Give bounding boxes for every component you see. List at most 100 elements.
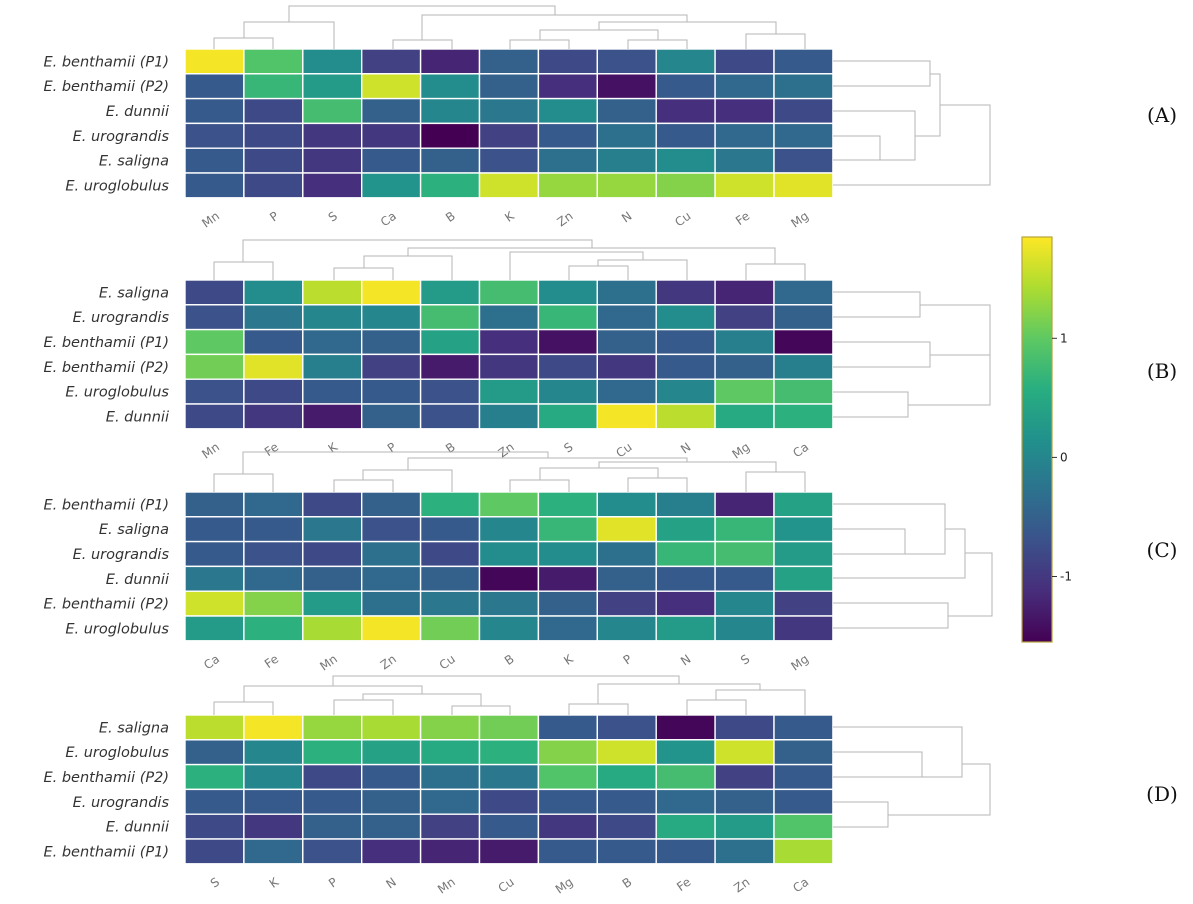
heatmap-cell bbox=[537, 838, 599, 865]
colorbar: 1 0 -1 bbox=[1021, 236, 1072, 643]
heatmap-cell bbox=[537, 813, 599, 840]
heatmap-cell bbox=[184, 615, 245, 642]
column-label: B bbox=[443, 440, 458, 456]
row-label: E. dunnii bbox=[106, 104, 169, 120]
row-label: E. benthamii (P1) bbox=[43, 54, 169, 70]
heatmap-cell bbox=[478, 172, 540, 199]
heatmap-cell bbox=[655, 97, 716, 125]
column-dendrogram-branch bbox=[213, 261, 274, 280]
column-label: N bbox=[678, 652, 693, 669]
row-label: E. uroglobulus bbox=[65, 385, 169, 401]
heatmap-cell bbox=[596, 48, 657, 75]
heatmap-cell bbox=[419, 491, 481, 518]
column-label: Fe bbox=[262, 440, 281, 459]
heatmap-cell bbox=[419, 172, 481, 199]
column-dendrogram-branch bbox=[745, 33, 806, 49]
heatmap-cell bbox=[302, 353, 363, 380]
heatmap-cell bbox=[773, 172, 834, 199]
heatmap-cell bbox=[714, 615, 775, 642]
heatmap-cell bbox=[419, 403, 481, 430]
heatmap-cell bbox=[655, 788, 716, 815]
heatmap-cell bbox=[478, 491, 540, 518]
panel-label: (D) bbox=[1146, 782, 1178, 806]
heatmap-cell bbox=[655, 48, 716, 75]
column-dendrogram-branch bbox=[333, 267, 394, 280]
heatmap-cell bbox=[655, 279, 716, 306]
heatmap-cell bbox=[596, 491, 657, 518]
heatmap-cell bbox=[361, 378, 422, 405]
heatmap-cell bbox=[596, 565, 657, 592]
heatmap-cell bbox=[184, 714, 245, 741]
heatmap-cell bbox=[243, 328, 304, 356]
heatmap-cell bbox=[714, 565, 775, 592]
heatmap-cell bbox=[537, 378, 599, 405]
heatmap-cell bbox=[243, 788, 304, 815]
column-label: Fe bbox=[674, 875, 693, 894]
heatmap-cell bbox=[478, 328, 540, 356]
heatmap-cell bbox=[478, 97, 540, 125]
heatmap-cell bbox=[184, 491, 245, 518]
heatmap-cell bbox=[773, 147, 834, 174]
heatmap-cell bbox=[184, 739, 245, 766]
heatmap-cell bbox=[184, 763, 245, 791]
heatmap-cell bbox=[478, 763, 540, 791]
heatmap-cell bbox=[184, 516, 245, 543]
column-label: K bbox=[561, 651, 576, 668]
row-dendrogram-branch bbox=[833, 528, 906, 554]
heatmap-cell bbox=[537, 147, 599, 174]
heatmap-cell bbox=[419, 353, 481, 380]
heatmap-cell bbox=[596, 788, 657, 815]
heatmap-cell bbox=[302, 328, 363, 356]
row-dendrogram-branch bbox=[833, 391, 909, 418]
heatmap-cell bbox=[714, 378, 775, 405]
heatmap-cell bbox=[419, 122, 481, 149]
heatmap-cell bbox=[184, 279, 245, 306]
heatmap-cell bbox=[184, 97, 245, 125]
heatmap-cell bbox=[537, 788, 599, 815]
heatmap-cell bbox=[714, 590, 775, 617]
heatmap-cell bbox=[655, 763, 716, 791]
column-dendrogram-branch bbox=[597, 259, 688, 280]
heatmap-cell bbox=[655, 590, 716, 617]
heatmap-cell bbox=[773, 378, 834, 405]
heatmap-cell bbox=[243, 97, 304, 125]
heatmap-cell bbox=[537, 97, 599, 125]
heatmap-cell bbox=[302, 172, 363, 199]
row-dendrogram-branch bbox=[833, 60, 931, 87]
column-label: Mn bbox=[317, 652, 340, 674]
heatmap-cell bbox=[302, 516, 363, 543]
heatmap-cell bbox=[419, 714, 481, 741]
row-label: E. benthamii (P2) bbox=[43, 79, 169, 95]
column-label: S bbox=[208, 875, 222, 891]
heatmap-cell bbox=[184, 328, 245, 356]
heatmap-cell bbox=[478, 565, 540, 592]
heatmap-cell bbox=[419, 763, 481, 791]
heatmap-cell bbox=[361, 328, 422, 356]
column-label: B bbox=[502, 652, 517, 668]
row-label: E. benthamii (P1) bbox=[43, 335, 169, 351]
heatmap-cell bbox=[361, 739, 422, 766]
column-label: Mn bbox=[199, 209, 222, 231]
heatmap-cell bbox=[361, 788, 422, 815]
heatmap-cell bbox=[596, 279, 657, 306]
column-label: Mg bbox=[788, 209, 811, 231]
heatmap-cell bbox=[361, 838, 422, 865]
heatmap-cell bbox=[655, 565, 716, 592]
row-label: E. uroglobulus bbox=[65, 178, 169, 194]
heatmap-cell bbox=[361, 279, 422, 306]
panel-label: (A) bbox=[1147, 103, 1177, 127]
heatmap-cell bbox=[773, 763, 834, 791]
heatmap-cell bbox=[243, 147, 304, 174]
heatmap-cell bbox=[361, 147, 422, 174]
heatmap-cell bbox=[302, 590, 363, 617]
heatmap-cell bbox=[419, 516, 481, 543]
heatmap-cell bbox=[478, 73, 540, 100]
heatmap-cell bbox=[184, 813, 245, 840]
heatmap-cell bbox=[302, 48, 363, 75]
heatmap-cell bbox=[596, 763, 657, 791]
heatmap-cell bbox=[184, 172, 245, 199]
column-label: Ca bbox=[790, 440, 811, 460]
heatmap-cell bbox=[773, 97, 834, 125]
heatmap-cell bbox=[478, 378, 540, 405]
heatmap-cell bbox=[596, 304, 657, 331]
